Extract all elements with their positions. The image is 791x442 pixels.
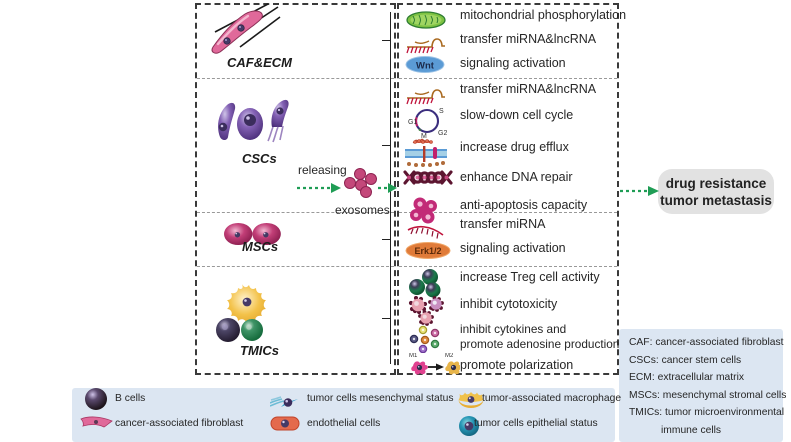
svg-text:M1: M1 — [409, 353, 418, 359]
svg-text:G2: G2 — [438, 130, 447, 137]
svg-text:Erk1/2: Erk1/2 — [414, 246, 441, 256]
svg-text:M2: M2 — [445, 353, 454, 359]
svg-text:S: S — [439, 108, 444, 115]
svg-text:Wnt: Wnt — [416, 61, 435, 72]
svg-text:G1: G1 — [408, 119, 417, 126]
